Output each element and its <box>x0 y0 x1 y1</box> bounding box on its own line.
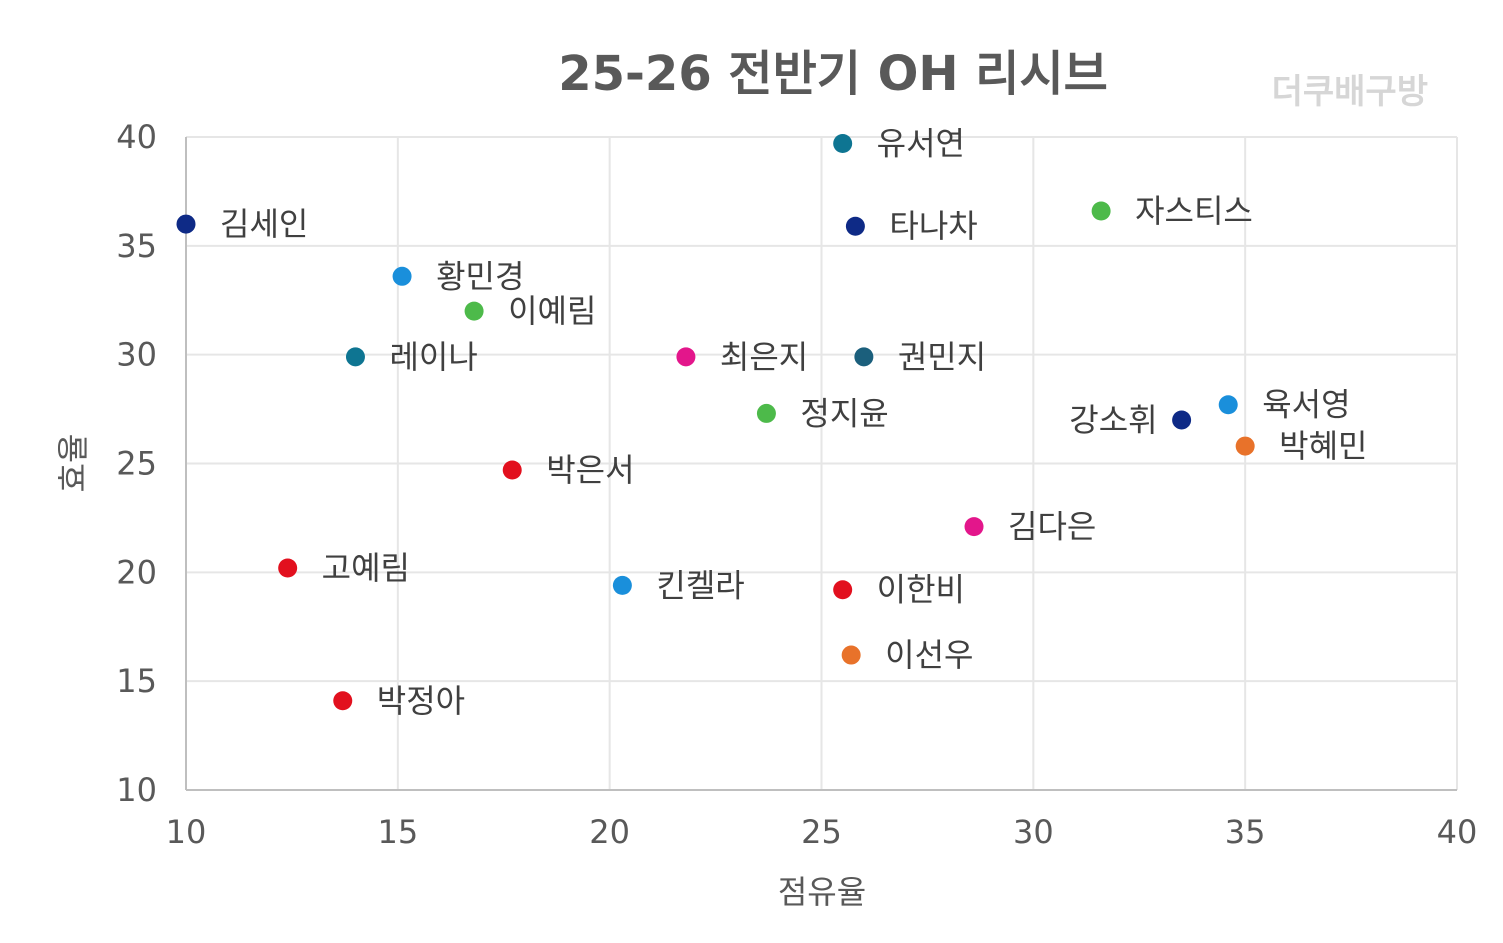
data-point <box>833 580 853 600</box>
data-point <box>964 517 984 537</box>
data-point <box>502 460 522 480</box>
data-label: 레이나 <box>389 338 477 376</box>
data-label: 고예림 <box>322 549 410 587</box>
y-tick-label: 40 <box>116 118 157 156</box>
data-label: 최은지 <box>720 338 808 376</box>
data-label: 박혜민 <box>1279 427 1367 465</box>
data-point <box>841 645 861 665</box>
data-label: 이예림 <box>508 292 596 330</box>
data-label: 유서연 <box>877 125 965 163</box>
y-tick-label: 20 <box>116 553 157 591</box>
x-tick-label: 40 <box>1437 813 1478 851</box>
y-tick-label: 35 <box>116 227 157 265</box>
data-label: 김다은 <box>1008 508 1096 546</box>
data-point <box>612 575 632 595</box>
y-tick-label: 15 <box>116 662 157 700</box>
data-points <box>176 134 1255 711</box>
chart-title: 25-26 전반기 OH 리시브 <box>558 46 1108 102</box>
x-tick-labels: 10 15 20 25 30 35 40 <box>166 813 1478 851</box>
axes <box>185 137 1457 791</box>
y-tick-label: 25 <box>116 445 157 483</box>
data-label: 황민경 <box>436 257 524 295</box>
data-point <box>333 691 353 711</box>
y-tick-label: 30 <box>116 336 157 374</box>
data-label: 강소휘 <box>1069 401 1157 439</box>
data-label: 권민지 <box>898 338 986 376</box>
x-tick-label: 20 <box>589 813 630 851</box>
x-tick-label: 15 <box>377 813 418 851</box>
data-point <box>845 216 865 236</box>
x-tick-label: 25 <box>801 813 842 851</box>
data-label: 박정아 <box>377 682 465 720</box>
data-label: 김세인 <box>220 205 308 243</box>
data-point <box>278 558 298 578</box>
y-axis-label: 효율 <box>54 434 92 493</box>
data-label: 정지윤 <box>800 394 888 432</box>
data-point <box>1172 410 1192 430</box>
data-label: 이한비 <box>877 571 965 609</box>
data-point <box>345 347 365 367</box>
data-point <box>176 214 196 234</box>
data-label: 킨켈라 <box>656 566 744 604</box>
data-label: 타나차 <box>889 207 977 245</box>
data-label: 자스티스 <box>1135 192 1253 230</box>
data-point <box>854 347 874 367</box>
watermark: 더쿠배구방 <box>1272 72 1428 112</box>
x-tick-label: 10 <box>166 813 207 851</box>
data-point <box>464 301 484 321</box>
data-point <box>392 266 412 286</box>
data-label: 박은서 <box>546 451 634 489</box>
data-label: 이선우 <box>885 636 973 674</box>
data-point <box>756 403 776 423</box>
data-point <box>833 134 853 154</box>
y-tick-labels: 10 15 20 25 30 35 40 <box>116 118 157 809</box>
data-label: 육서영 <box>1262 386 1350 424</box>
x-axis-label: 점유율 <box>778 873 866 911</box>
gridlines <box>186 136 1458 790</box>
data-point <box>1235 436 1255 456</box>
x-tick-label: 35 <box>1225 813 1266 851</box>
data-point <box>1218 395 1238 415</box>
data-point <box>676 347 696 367</box>
data-point <box>1091 201 1111 221</box>
x-tick-label: 30 <box>1013 813 1054 851</box>
y-tick-label: 10 <box>116 771 157 809</box>
